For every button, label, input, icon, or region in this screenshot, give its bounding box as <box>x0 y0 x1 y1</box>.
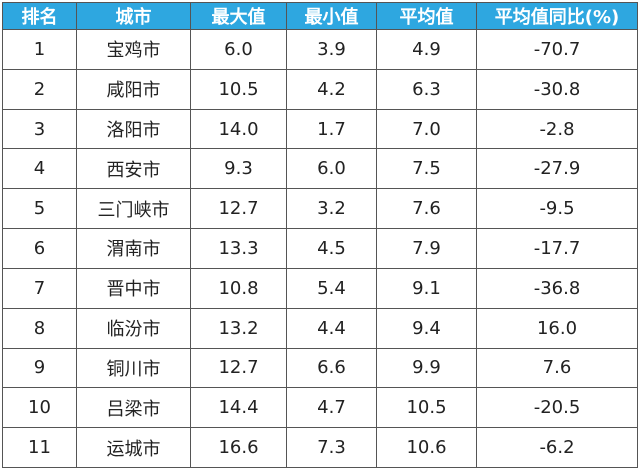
table-row: 10 吕梁市 14.4 4.7 10.5 -20.5 <box>2 387 638 429</box>
table-cell: 5 <box>2 188 77 230</box>
header-cell: 最大值 <box>190 2 287 30</box>
table-cell: 7.6 <box>476 347 638 389</box>
table-cell: 7 <box>2 267 77 309</box>
table-cell: 6.0 <box>190 29 287 70</box>
table-cell: 6.6 <box>286 347 377 389</box>
table-cell: 8 <box>2 307 77 349</box>
table-cell: 4.7 <box>286 387 377 429</box>
table-cell: 12.7 <box>190 188 287 230</box>
table-cell: 7.5 <box>376 148 477 190</box>
table-cell: 铜川市 <box>76 347 191 389</box>
table-cell: 咸阳市 <box>76 68 191 110</box>
table-cell: -6.2 <box>476 427 638 468</box>
table-cell: 2 <box>2 68 77 110</box>
table-cell: -70.7 <box>476 29 638 70</box>
header-row: 排名 城市 最大值 最小值 平均值 平均值同比(%) <box>2 2 638 30</box>
table-cell: 6 <box>2 228 77 269</box>
table-cell: 3.2 <box>286 188 377 230</box>
table-cell: 3 <box>2 108 77 150</box>
table-cell: -2.8 <box>476 108 638 150</box>
table-cell: 9.3 <box>190 148 287 190</box>
table-cell: 10 <box>2 387 77 429</box>
table-row: 6 渭南市 13.3 4.5 7.9 -17.7 <box>2 228 638 269</box>
table-cell: 16.0 <box>476 307 638 349</box>
table-cell: 临汾市 <box>76 307 191 349</box>
header-cell: 排名 <box>2 2 77 30</box>
table-cell: 4 <box>2 148 77 190</box>
table-cell: -20.5 <box>476 387 638 429</box>
table-cell: 渭南市 <box>76 228 191 269</box>
table-cell: -36.8 <box>476 267 638 309</box>
table-cell: 1.7 <box>286 108 377 150</box>
header-cell: 城市 <box>76 2 191 30</box>
table-cell: 14.4 <box>190 387 287 429</box>
table-row: 11 运城市 16.6 7.3 10.6 -6.2 <box>2 427 638 468</box>
table-cell: -30.8 <box>476 68 638 110</box>
table-cell: 16.6 <box>190 427 287 468</box>
table-cell: -9.5 <box>476 188 638 230</box>
table-cell: 9.1 <box>376 267 477 309</box>
table-cell: 洛阳市 <box>76 108 191 150</box>
table-cell: 6.3 <box>376 68 477 110</box>
table-cell: 10.8 <box>190 267 287 309</box>
table-cell: 13.2 <box>190 307 287 349</box>
table-cell: 4.9 <box>376 29 477 70</box>
table-row: 9 铜川市 12.7 6.6 9.9 7.6 <box>2 347 638 389</box>
table-cell: 7.6 <box>376 188 477 230</box>
table-cell: 4.4 <box>286 307 377 349</box>
table-cell: 5.4 <box>286 267 377 309</box>
table-cell: 7.9 <box>376 228 477 269</box>
table-cell: 吕梁市 <box>76 387 191 429</box>
table-cell: -17.7 <box>476 228 638 269</box>
table-cell: 1 <box>2 29 77 70</box>
table-cell: 9.9 <box>376 347 477 389</box>
table-cell: 10.6 <box>376 427 477 468</box>
table-cell: 10.5 <box>376 387 477 429</box>
table-cell: 运城市 <box>76 427 191 468</box>
table-cell: 13.3 <box>190 228 287 269</box>
table-row: 1 宝鸡市 6.0 3.9 4.9 -70.7 <box>2 29 638 70</box>
table-cell: 4.2 <box>286 68 377 110</box>
table-cell: 3.9 <box>286 29 377 70</box>
table-cell: 9.4 <box>376 307 477 349</box>
table-cell: 10.5 <box>190 68 287 110</box>
table-row: 2 咸阳市 10.5 4.2 6.3 -30.8 <box>2 68 638 110</box>
table-cell: 9 <box>2 347 77 389</box>
header-cell: 平均值同比(%) <box>476 2 638 30</box>
table-row: 7 晋中市 10.8 5.4 9.1 -36.8 <box>2 267 638 309</box>
table-cell: 三门峡市 <box>76 188 191 230</box>
table-row: 8 临汾市 13.2 4.4 9.4 16.0 <box>2 307 638 349</box>
table-cell: 6.0 <box>286 148 377 190</box>
table-cell: 14.0 <box>190 108 287 150</box>
table-cell: -27.9 <box>476 148 638 190</box>
table-cell: 西安市 <box>76 148 191 190</box>
table-body: 1 宝鸡市 6.0 3.9 4.9 -70.7 2 咸阳市 10.5 4.2 6.3 -30.8 3 洛阳… <box>2 29 638 468</box>
table-row: 5 三门峡市 12.7 3.2 7.6 -9.5 <box>2 188 638 230</box>
table-cell: 7.0 <box>376 108 477 150</box>
table-cell: 晋中市 <box>76 267 191 309</box>
table-row: 4 西安市 9.3 6.0 7.5 -27.9 <box>2 148 638 190</box>
table-cell: 12.7 <box>190 347 287 389</box>
table-cell: 11 <box>2 427 77 468</box>
header-cell: 平均值 <box>376 2 477 30</box>
table-cell: 宝鸡市 <box>76 29 191 70</box>
table-cell: 4.5 <box>286 228 377 269</box>
header-cell: 最小值 <box>286 2 377 30</box>
table-row: 3 洛阳市 14.0 1.7 7.0 -2.8 <box>2 108 638 150</box>
table-cell: 7.3 <box>286 427 377 468</box>
